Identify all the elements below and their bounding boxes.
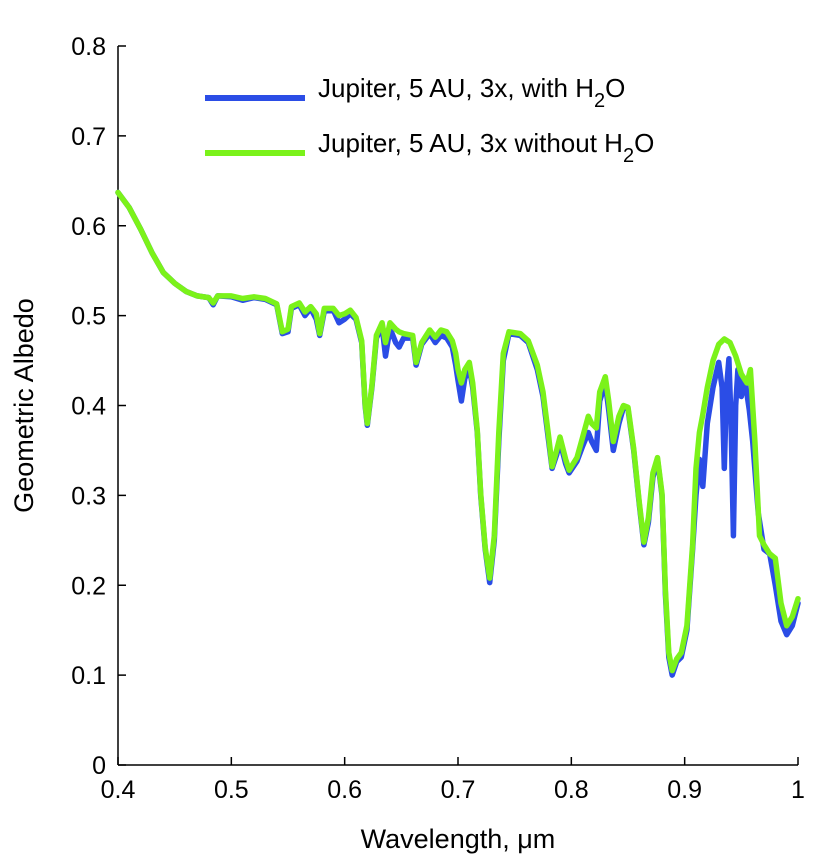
- x-tick-label: 0.4: [101, 776, 136, 804]
- y-tick-label: 0.7: [71, 123, 106, 151]
- series-line-1: [115, 189, 801, 678]
- series-layer: [115, 189, 801, 678]
- y-tick-label: 0.5: [71, 303, 106, 331]
- legend-label-2: Jupiter, 5 AU, 3x without H2O: [318, 128, 654, 167]
- series-line-2: [115, 189, 801, 674]
- y-tick-label: 0.4: [71, 393, 106, 421]
- y-tick-label: 0.2: [71, 572, 106, 600]
- x-tick-label: 0.6: [327, 776, 362, 804]
- y-ticks: 0 0.1 0.2 0.3 0.4 0.5 0.6 0.7 0.8: [71, 33, 126, 780]
- y-tick-label: 0.3: [71, 482, 106, 510]
- x-axis-label: Wavelength, μm: [361, 824, 556, 854]
- legend: Jupiter, 5 AU, 3x, with H2O Jupiter, 5 AU…: [205, 73, 654, 167]
- y-axis-label: Geometric Albedo: [9, 298, 39, 513]
- y-tick-label: 0.8: [71, 33, 106, 61]
- x-tick-label: 1: [791, 776, 805, 804]
- x-tick-label: 0.9: [667, 776, 702, 804]
- x-ticks: 0.4 0.5 0.6 0.7 0.8 0.9 1: [101, 757, 805, 804]
- y-tick-label: 0: [92, 752, 106, 780]
- x-tick-label: 0.5: [214, 776, 249, 804]
- x-tick-label: 0.8: [554, 776, 589, 804]
- legend-label-1: Jupiter, 5 AU, 3x, with H2O: [318, 73, 625, 112]
- x-tick-label: 0.7: [441, 776, 476, 804]
- y-tick-label: 0.6: [71, 213, 106, 241]
- y-tick-label: 0.1: [71, 662, 106, 690]
